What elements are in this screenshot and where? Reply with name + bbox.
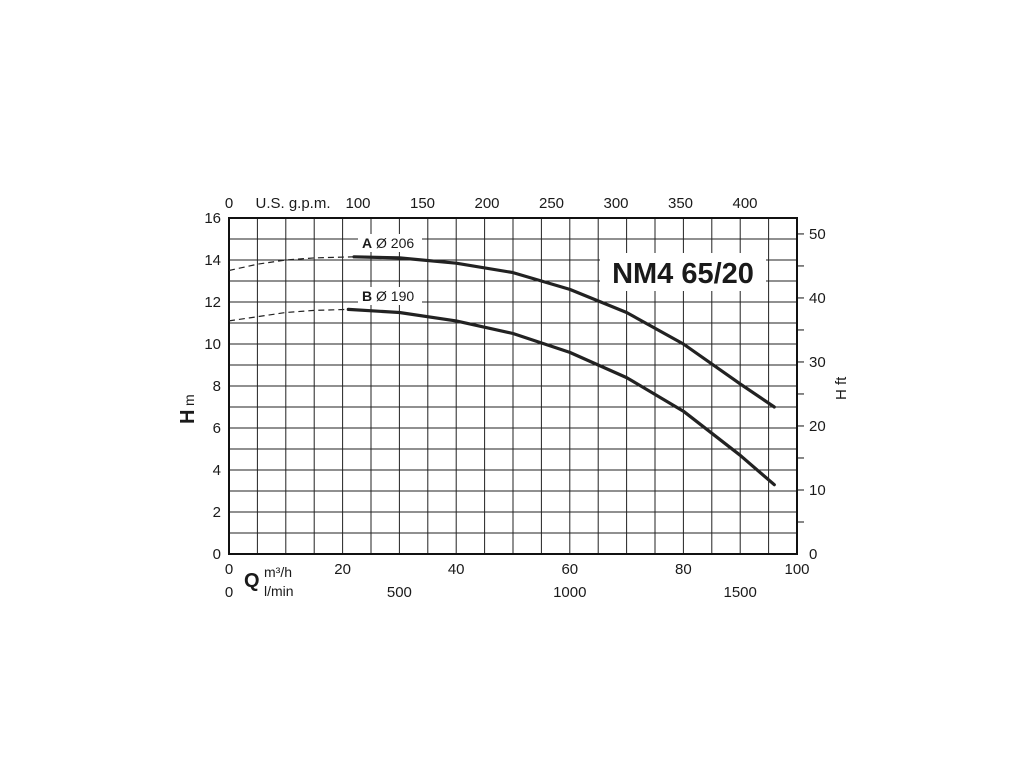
x-tick-label-top: 350 — [668, 195, 693, 212]
y-tick-label-left: 6 — [213, 420, 221, 437]
x-tick-label-top: 0 — [225, 195, 233, 212]
y-tick-label-right: 0 — [809, 546, 817, 563]
x-tick-label-bottom: 0 — [225, 561, 233, 578]
curve-label-letter: A — [362, 235, 372, 251]
curve-label-background — [358, 234, 422, 252]
x-tick-label-bottom: 80 — [675, 561, 692, 578]
y-tick-label-left: 16 — [204, 210, 221, 227]
x-tick-label-top: 150 — [410, 195, 435, 212]
x-tick-label-top: 100 — [345, 195, 370, 212]
curve-label-background — [358, 287, 422, 305]
x-tick-label-lmin: 0 — [225, 584, 233, 601]
y-tick-label-right: 50 — [809, 226, 826, 243]
curve-b-solid — [346, 307, 776, 487]
y-tick-label-right: 40 — [809, 290, 826, 307]
curve-label-diameter: Ø 206 — [376, 235, 414, 251]
curve-a-dashed — [228, 256, 355, 272]
y-tick-label-right: 10 — [809, 482, 826, 499]
x-tick-label-top: 400 — [732, 195, 757, 212]
curve-label-letter: B — [362, 288, 372, 304]
y-tick-label-left: 8 — [213, 378, 221, 395]
x-tick-label-bottom: 60 — [561, 561, 578, 578]
y-tick-label-left: 12 — [204, 294, 221, 311]
y-axis-right-label: H ft — [833, 376, 850, 400]
x-tick-label-bottom: 20 — [334, 561, 351, 578]
x-axis-unit-m3h: m³/h — [264, 564, 292, 580]
x-tick-label-bottom: 100 — [784, 561, 809, 578]
y-tick-label-left: 4 — [213, 462, 221, 479]
y-tick-label-left: 10 — [204, 336, 221, 353]
y-tick-label-left: 0 — [213, 546, 221, 563]
chart-title: NM4 65/20 — [612, 258, 754, 290]
x-axis-top-unit: U.S. g.p.m. — [255, 195, 330, 212]
y-axis-left-unit: m — [181, 394, 197, 406]
y-tick-label-right: 20 — [809, 418, 826, 435]
y-tick-label-right: 30 — [809, 354, 826, 371]
x-tick-label-top: 200 — [474, 195, 499, 212]
x-tick-label-top: 300 — [603, 195, 628, 212]
x-axis-unit-lmin: l/min — [264, 583, 294, 599]
x-tick-label-bottom: 40 — [448, 561, 465, 578]
bottom-unit-background — [240, 566, 304, 602]
x-tick-label-lmin: 1000 — [553, 584, 586, 601]
top-unit-background — [248, 192, 338, 212]
x-tick-label-lmin: 500 — [387, 584, 412, 601]
plot-frame — [228, 217, 798, 555]
title-background — [600, 253, 766, 291]
x-tick-label-top: 250 — [539, 195, 564, 212]
x-axis-symbol: Q — [244, 570, 260, 592]
curve-label-diameter: Ø 190 — [376, 288, 414, 304]
x-tick-label-lmin: 1500 — [724, 584, 757, 601]
curve-b-dashed — [228, 308, 349, 322]
y-tick-label-left: 2 — [213, 504, 221, 521]
y-tick-label-left: 14 — [204, 252, 221, 269]
y-axis-left-symbol: H — [177, 410, 199, 424]
curve-a-solid — [352, 255, 776, 409]
